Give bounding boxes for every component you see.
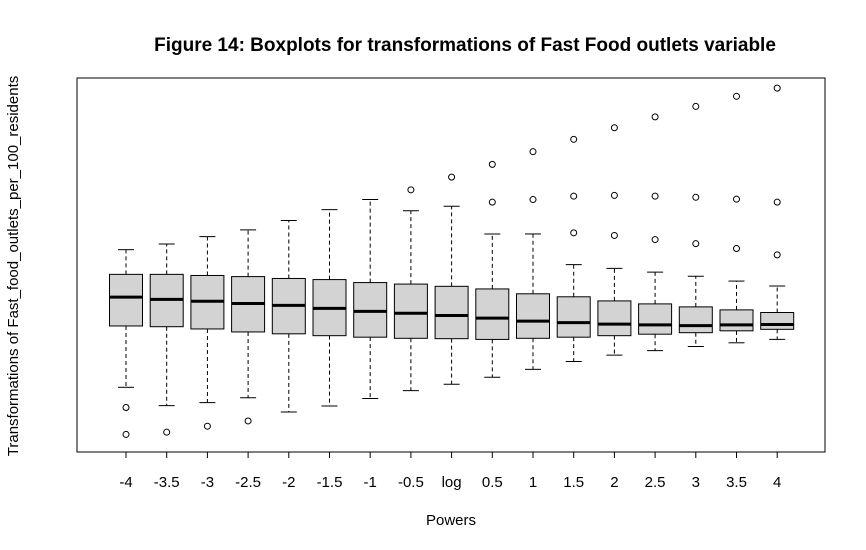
x-tick-label: 3.5 [726,474,747,491]
box-1 [516,148,550,370]
boxes-group [109,84,795,438]
outlier-point [692,240,700,248]
x-tick-label: -4 [119,474,132,491]
outlier-point [610,231,618,239]
outlier-point [570,192,578,200]
box-0.5 [475,160,510,378]
outlier-point [529,148,537,156]
iqr-box [719,309,754,332]
box-1.5 [556,135,591,362]
iqr-box [597,300,632,337]
x-tick-label: -1 [364,474,377,491]
iqr-box [516,293,550,339]
iqr-box [109,273,143,327]
outlier-point [733,245,740,253]
y-axis-label: Transformations of Fast_food_outlets_per… [5,76,22,457]
outlier-point [692,102,700,110]
box-4 [760,84,795,340]
x-tick-label: -2.5 [235,474,261,491]
iqr-box [638,303,673,335]
box-2.5 [638,113,673,352]
box--4 [109,249,143,438]
outlier-point [773,251,781,259]
iqr-box [556,296,591,338]
outlier-point [773,84,781,92]
outlier-point [610,191,618,199]
outlier-point [773,198,781,206]
x-tick-label: -3.5 [154,474,180,491]
outlier-point [163,428,171,436]
iqr-box [393,283,428,339]
box--2.5 [231,229,266,425]
outlier-point [733,92,740,100]
x-tick-label: 1.5 [563,474,584,491]
iqr-box [434,285,469,340]
box-log [434,173,469,385]
x-tick-label: -0.5 [398,474,424,491]
x-tick-label: 4 [773,474,781,491]
box--2 [271,219,306,413]
outlier-point [244,417,252,425]
iqr-box [760,311,795,330]
outlier-point [692,193,700,201]
box--3.5 [149,243,184,436]
box--1 [353,199,388,400]
iqr-box [678,306,713,334]
x-tick-label: 2 [610,474,618,491]
x-tick-label: -2 [282,474,295,491]
outlier-point [407,186,415,194]
x-axis-ticks: -4 -3.5 -3 -2.5 -2 -1.5 -1 -0.5 log 0.5 1 1.5 2 2.5 3 3… [119,452,781,491]
box--1.5 [312,209,347,407]
x-tick-label: 2.5 [645,474,666,491]
iqr-box [475,288,510,340]
box-2 [597,124,632,356]
outlier-point [610,124,618,132]
x-tick-label: 1 [529,474,537,491]
outlier-point [570,229,578,237]
x-axis-label: Powers [426,512,476,529]
outlier-point [529,196,537,204]
outlier-point [203,422,211,430]
box--0.5 [393,186,428,392]
x-tick-label: -1.5 [317,474,343,491]
outlier-point [448,173,456,181]
box--3 [190,236,225,430]
plot-frame [76,77,826,453]
outlier-point [570,135,578,143]
outlier-point [651,236,659,244]
x-tick-label: -3 [201,474,214,491]
box-3.5 [719,92,754,344]
x-tick-label: 3 [692,474,700,491]
outlier-point [122,403,130,411]
box-3 [678,102,713,348]
outlier-point [733,195,740,203]
outlier-point [488,198,496,206]
outlier-point [488,160,496,168]
x-tick-label: 0.5 [482,474,503,491]
outlier-point [651,113,659,121]
outlier-point [651,192,659,200]
chart-title: Figure 14: Boxplots for transformations … [154,35,776,56]
x-tick-label: log [442,474,462,491]
outlier-point [122,430,130,438]
